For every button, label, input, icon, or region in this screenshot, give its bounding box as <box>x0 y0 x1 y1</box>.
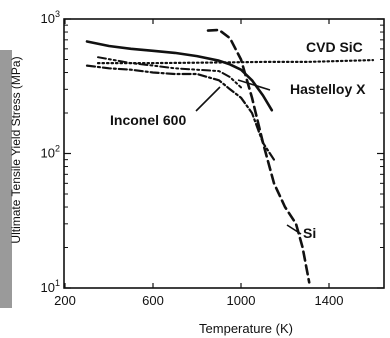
y-tick-label: 101 <box>41 278 60 295</box>
series-line-cvd-sic <box>96 59 375 65</box>
annotation-leader-line <box>286 224 302 235</box>
y-tick-label: 103 <box>41 9 60 26</box>
y-tick-label: 102 <box>41 144 60 161</box>
x-tick-label: 200 <box>54 293 76 308</box>
series-line-hastelloy-x <box>85 40 274 112</box>
x-tick-label: 1400 <box>315 293 344 308</box>
left-edge-photo-strip <box>0 50 12 308</box>
label-layer: CVD SiC Hastelloy X Inconel 600 Si <box>110 39 366 241</box>
x-tick-label: 600 <box>142 293 164 308</box>
x-tick-label: 1000 <box>227 293 256 308</box>
series-label: Hastelloy X <box>290 81 366 97</box>
tick-layer: 200 600 1000 1400 101 102 103 <box>41 9 384 308</box>
series-line-series-4 <box>97 56 242 89</box>
series-line-inconel-600 <box>85 64 276 161</box>
series-label: Inconel 600 <box>110 112 186 128</box>
y-axis-label: Ultimate Tensile Yield Stress (MPa) <box>9 56 23 243</box>
annotation-leader-line <box>237 79 271 91</box>
series-label: CVD SiC <box>306 39 363 55</box>
x-axis-label: Temperature (K) <box>199 321 293 336</box>
series-label: Si <box>303 225 316 241</box>
annotation-leader-line <box>195 86 221 112</box>
